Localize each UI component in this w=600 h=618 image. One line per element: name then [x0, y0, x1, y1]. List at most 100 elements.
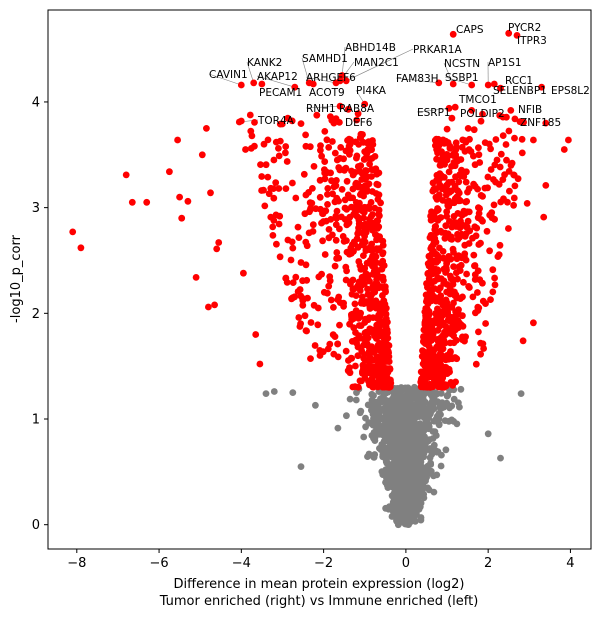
data-point-significant: [385, 349, 392, 357]
data-point: [386, 503, 393, 510]
data-point-significant: [258, 173, 266, 180]
data-point: [382, 479, 389, 486]
y-tick-label: 4: [32, 95, 40, 110]
data-point-significant: [476, 159, 484, 166]
data-point-significant: [318, 152, 325, 160]
data-point-significant: [272, 179, 280, 187]
plot-frame: [47, 9, 592, 550]
data-point-significant: [497, 84, 504, 92]
data-point-significant: [429, 241, 437, 249]
data-point-significant: [449, 382, 457, 389]
gene-label: RAB8A: [339, 103, 375, 115]
data-point-significant: [343, 221, 351, 229]
data-point-significant: [363, 259, 371, 267]
data-point-significant: [305, 229, 313, 237]
data-point-significant: [321, 251, 329, 258]
data-point: [386, 466, 394, 473]
data-point-significant: [324, 345, 332, 353]
data-point-significant: [520, 118, 527, 126]
data-point-significant: [363, 187, 371, 195]
data-point-significant: [360, 252, 367, 259]
data-point: [442, 446, 450, 454]
data-point-significant: [429, 348, 436, 356]
data-point: [402, 471, 410, 479]
y-tick-label: 3: [32, 201, 40, 216]
data-point-significant: [382, 356, 390, 364]
data-point-significant: [449, 80, 457, 88]
data-point-significant: [490, 201, 498, 209]
data-point: [376, 405, 383, 413]
data-point-significant: [462, 178, 470, 186]
data-point-significant: [477, 216, 485, 223]
data-point-significant: [361, 100, 369, 108]
data-point-significant: [361, 319, 369, 326]
data-point-significant: [205, 303, 212, 311]
data-point-significant: [257, 161, 264, 169]
data-point-significant: [484, 81, 492, 89]
data-point-significant: [440, 277, 448, 285]
data-point-significant: [530, 136, 537, 144]
gene-label: ZNF185: [520, 117, 561, 129]
data-point-significant: [513, 32, 521, 39]
data-point-significant: [338, 186, 346, 193]
data-point: [352, 396, 360, 404]
data-point-significant: [360, 156, 368, 163]
data-point-significant: [482, 300, 489, 307]
data-point: [389, 454, 396, 461]
data-point-significant: [420, 333, 427, 340]
data-point-significant: [499, 113, 507, 121]
data-point-significant: [382, 315, 390, 322]
data-point-significant: [477, 192, 485, 199]
data-point-significant: [258, 187, 265, 194]
data-point-significant: [329, 138, 336, 145]
data-point-significant: [250, 79, 258, 87]
x-tick-label: −6: [149, 556, 168, 571]
data-point-significant: [240, 269, 247, 277]
data-point: [378, 445, 386, 453]
data-point: [399, 513, 407, 521]
data-point: [370, 403, 377, 411]
data-point-significant: [367, 293, 374, 301]
data-point-significant: [261, 202, 269, 210]
data-point-significant: [356, 377, 364, 385]
data-point-significant: [284, 114, 292, 122]
data-point-significant: [331, 333, 339, 340]
data-point-significant: [273, 240, 280, 248]
data-point-significant: [373, 180, 381, 188]
data-point-significant: [282, 185, 290, 193]
data-point-significant: [345, 142, 353, 150]
gene-label: RCC1: [505, 75, 533, 87]
data-point-significant: [260, 140, 268, 148]
data-point-significant: [176, 193, 184, 201]
data-point-significant: [491, 215, 498, 223]
data-point-significant: [289, 179, 296, 187]
data-point-significant: [310, 163, 318, 170]
data-point-significant: [477, 350, 484, 358]
data-point: [431, 428, 439, 436]
data-point-significant: [434, 205, 441, 212]
data-point-significant: [492, 136, 500, 143]
data-point-significant: [341, 204, 349, 212]
data-point-significant: [349, 241, 356, 249]
data-point-significant: [333, 156, 341, 164]
data-point: [420, 449, 428, 457]
data-point-significant: [342, 164, 350, 172]
data-point-significant: [446, 368, 453, 376]
data-point-significant: [342, 77, 350, 85]
data-point-significant: [460, 173, 468, 180]
data-point-significant: [380, 382, 388, 389]
data-point: [398, 428, 405, 436]
data-point: [417, 514, 425, 521]
data-point-significant: [369, 223, 377, 231]
data-point-significant: [276, 253, 284, 261]
data-point-significant: [287, 256, 295, 264]
data-point-significant: [505, 168, 513, 175]
data-point-significant: [242, 146, 249, 153]
data-point-significant: [306, 208, 313, 216]
data-point-significant: [354, 230, 362, 238]
data-point-significant: [371, 298, 379, 306]
data-point-significant: [421, 318, 429, 325]
data-point-significant: [507, 107, 515, 114]
data-point-significant: [448, 114, 456, 122]
data-point-significant: [276, 212, 284, 220]
